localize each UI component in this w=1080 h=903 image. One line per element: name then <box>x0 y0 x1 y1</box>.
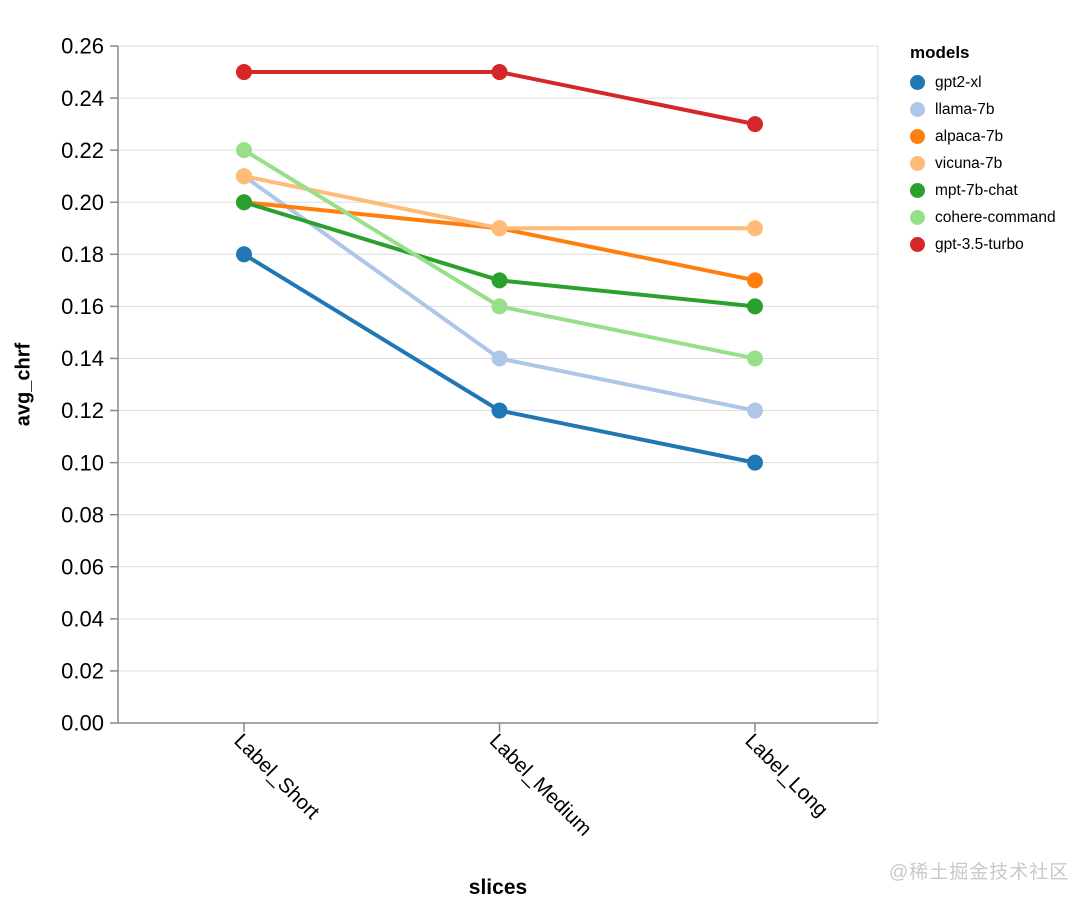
legend-label: gpt2-xl <box>935 73 982 91</box>
data-point-gpt2-xl <box>491 402 508 419</box>
watermark: @稀土掘金技术社区 <box>889 862 1070 883</box>
data-point-gpt-3.5-turbo <box>236 64 252 81</box>
y-tick-label: 0.12 <box>61 398 104 423</box>
x-axis-title: slices <box>468 876 528 899</box>
legend-title: models <box>910 43 970 62</box>
data-point-llama-7b <box>747 402 763 419</box>
y-tick-label: 0.02 <box>61 659 104 684</box>
legend-label: mpt-7b-chat <box>935 181 1018 199</box>
data-point-cohere-command <box>236 142 252 159</box>
y-tick-label: 0.24 <box>61 86 104 111</box>
legend-label: vicuna-7b <box>935 154 1003 172</box>
data-point-alpaca-7b <box>747 272 763 289</box>
data-point-vicuna-7b <box>747 220 763 237</box>
y-tick-label: 0.00 <box>61 711 104 736</box>
y-tick-label: 0.20 <box>61 190 104 215</box>
legend-items: gpt2-xl llama-7b alpaca-7b vicuna-7b mpt-7b-… <box>910 69 1056 258</box>
legend-label: llama-7b <box>935 100 995 118</box>
data-point-mpt-7b-chat <box>491 272 508 289</box>
legend-item-mpt-7b-chat: mpt-7b-chat <box>910 177 1056 204</box>
y-tick-label: 0.16 <box>61 294 104 319</box>
y-tick-label: 0.18 <box>61 242 104 267</box>
legend-swatch-icon <box>910 102 925 117</box>
data-point-mpt-7b-chat <box>236 194 252 211</box>
y-tick-label: 0.08 <box>61 502 104 527</box>
data-point-vicuna-7b <box>491 220 508 237</box>
x-tick-label: Label_Long <box>740 729 832 821</box>
data-point-gpt2-xl <box>236 246 252 263</box>
legend-swatch-icon <box>910 75 925 90</box>
data-point-vicuna-7b <box>236 168 252 185</box>
legend-swatch-icon <box>910 210 925 225</box>
legend-item-llama-7b: llama-7b <box>910 96 1056 123</box>
data-point-cohere-command <box>491 298 508 315</box>
legend-swatch-icon <box>910 183 925 198</box>
y-tick-label: 0.06 <box>61 554 104 579</box>
y-tick-label: 0.26 <box>61 34 104 59</box>
y-tick-label: 0.10 <box>61 450 104 475</box>
y-tick-label: 0.14 <box>61 346 104 371</box>
x-tick-label: Label_Short <box>229 729 324 824</box>
data-point-gpt-3.5-turbo <box>491 64 508 81</box>
legend-item-cohere-command: cohere-command <box>910 204 1056 231</box>
data-point-gpt-3.5-turbo <box>747 116 763 133</box>
legend: models gpt2-xl llama-7b alpaca-7b vicuna-7b… <box>910 42 1056 258</box>
y-axis-title: avg_chrf <box>12 342 35 427</box>
legend-item-alpaca-7b: alpaca-7b <box>910 123 1056 150</box>
legend-swatch-icon <box>910 237 925 252</box>
data-point-mpt-7b-chat <box>747 298 763 315</box>
legend-swatch-icon <box>910 129 925 144</box>
x-tick-label: Label_Medium <box>485 729 596 840</box>
y-tick-label: 0.22 <box>61 138 104 163</box>
data-point-cohere-command <box>747 350 763 367</box>
legend-label: gpt-3.5-turbo <box>935 235 1024 253</box>
y-tick-label: 0.04 <box>61 607 104 632</box>
legend-item-gpt-3.5-turbo: gpt-3.5-turbo <box>910 231 1056 258</box>
legend-label: alpaca-7b <box>935 127 1004 145</box>
series-line-alpaca-7b <box>242 200 757 283</box>
legend-swatch-icon <box>910 156 925 171</box>
legend-item-vicuna-7b: vicuna-7b <box>910 150 1056 177</box>
legend-item-gpt2-xl: gpt2-xl <box>910 69 1056 96</box>
legend-label: cohere-command <box>935 208 1056 226</box>
data-point-llama-7b <box>491 350 508 367</box>
data-point-gpt2-xl <box>747 454 763 471</box>
